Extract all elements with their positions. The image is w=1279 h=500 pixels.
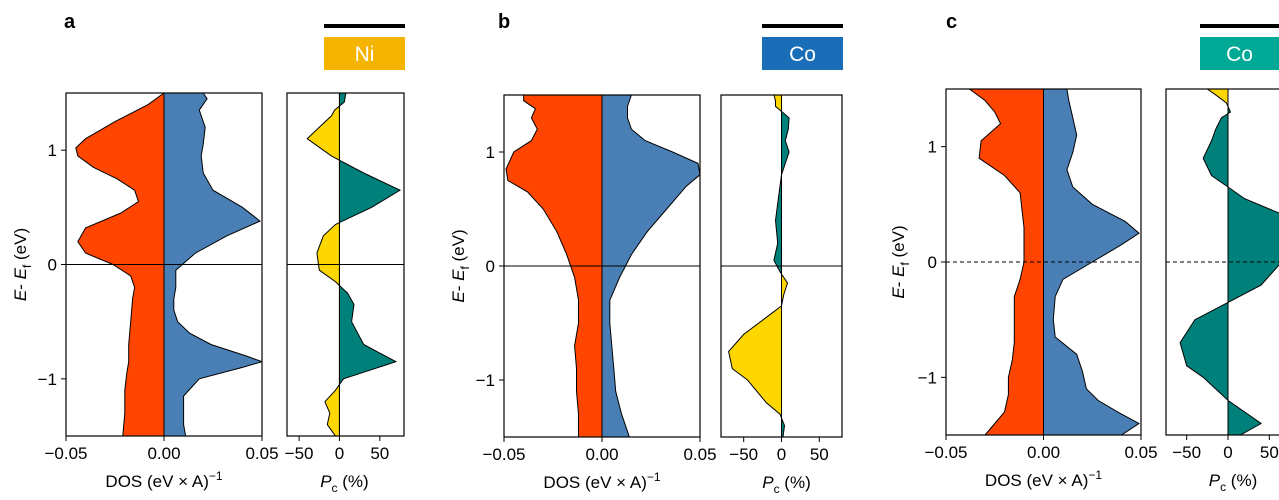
dos-spin-down-area-2 — [968, 89, 1044, 435]
dos-y-tick-label-1-2: 1 — [486, 143, 495, 162]
dos-spin-down-area-1 — [505, 95, 603, 437]
pc-x-axis-label-0: Pc (%) — [320, 472, 369, 495]
dos-y-tick-label-0-2: 1 — [48, 141, 57, 160]
dos-x-tick-label-2-2: 0.05 — [1124, 443, 1157, 462]
pc-x-tick-label-0-0: −50 — [285, 444, 314, 463]
dos-x-tick-label-0-2: 0.05 — [245, 444, 278, 463]
dos-x-tick-label-0-0: −0.05 — [44, 444, 87, 463]
badge-bar-2 — [1200, 24, 1279, 28]
pc-x-tick-label-2-2: 50 — [1260, 443, 1279, 462]
panel-letter-0: a — [64, 11, 76, 33]
dos-x-axis-label-1: DOS (eV × A)−1 — [543, 470, 660, 492]
dos-x-tick-label-1-0: −0.05 — [482, 445, 525, 464]
pc-positive-area-0-3 — [338, 159, 402, 224]
dos-y-tick-label-2-0: −1 — [918, 368, 937, 387]
pc-negative-area-0-2 — [316, 222, 340, 286]
dos-spin-up-area-2 — [1043, 89, 1140, 435]
element-badge-2 — [1200, 37, 1279, 70]
element-badge-0 — [324, 37, 405, 70]
pc-x-tick-label-0-1: 0 — [335, 444, 344, 463]
pc-x-tick-label-2-0: −50 — [1172, 443, 1201, 462]
pc-x-tick-label-1-0: −50 — [729, 445, 758, 464]
pc-x-tick-label-1-1: 0 — [777, 445, 786, 464]
dos-x-tick-label-0-1: 0.00 — [147, 444, 180, 463]
element-badge-label-0: Ni — [355, 43, 375, 66]
pc-x-tick-label-1-2: 50 — [810, 445, 829, 464]
dos-y-tick-label-0-1: 0 — [48, 256, 57, 275]
dos-y-tick-label-2-2: 1 — [928, 138, 937, 157]
dos-x-tick-label-2-1: 0.00 — [1027, 443, 1060, 462]
pc-negative-area-2-2 — [1206, 89, 1229, 107]
dos-x-axis-label-2: DOS (eV × A)−1 — [985, 468, 1102, 490]
dos-y-axis-label-2: E- Ef (eV) — [889, 225, 912, 298]
dos-x-tick-label-2-0: −0.05 — [924, 443, 967, 462]
dos-plot-area-2 — [968, 89, 1140, 435]
pc-negative-area-0-0 — [324, 384, 340, 436]
pc-x-axis-label-2: Pc (%) — [1209, 471, 1258, 494]
pc-positive-area-0-1 — [338, 285, 398, 386]
dos-y-axis-label-0: E- Ef (eV) — [11, 228, 34, 301]
pc-negative-area-0-4 — [306, 105, 340, 161]
badge-bar-0 — [324, 24, 405, 28]
dos-y-tick-label-0-0: −1 — [38, 370, 57, 389]
pc-plot-area-2 — [1179, 89, 1279, 435]
pc-negative-area-1-3 — [773, 95, 782, 113]
dos-x-tick-label-1-1: 0.00 — [585, 445, 618, 464]
dos-spin-up-area-1 — [601, 95, 700, 437]
dos-spin-up-area-0 — [163, 93, 262, 436]
dos-y-tick-label-1-1: 0 — [486, 257, 495, 276]
dos-y-axis-label-1: E- Ef (eV) — [449, 229, 472, 302]
dos-x-axis-label-0: DOS (eV × A)−1 — [105, 469, 222, 491]
dos-y-tick-label-1-0: −1 — [476, 371, 495, 390]
element-badge-label-1: Co — [789, 43, 816, 66]
dos-x-tick-label-1-2: 0.05 — [683, 445, 716, 464]
pc-x-tick-label-2-1: 0 — [1223, 443, 1232, 462]
dos-plot-area-1 — [505, 95, 700, 437]
pc-positive-area-2-0 — [1179, 112, 1279, 435]
pc-plot-area-0 — [306, 93, 402, 436]
element-badge-1 — [762, 37, 843, 70]
dos-y-tick-label-2-1: 0 — [928, 253, 937, 272]
pc-x-tick-label-0-2: 50 — [370, 444, 389, 463]
pc-positive-area-0-5 — [337, 93, 347, 107]
panel-letter-1: b — [498, 11, 510, 33]
pc-negative-area-1-1 — [728, 272, 789, 419]
element-badge-label-2: Co — [1226, 43, 1253, 66]
badge-bar-1 — [762, 24, 843, 28]
pc-axes-frame-0 — [286, 92, 405, 437]
pc-x-axis-label-1: Pc (%) — [762, 473, 811, 496]
panel-letter-2: c — [946, 11, 957, 33]
